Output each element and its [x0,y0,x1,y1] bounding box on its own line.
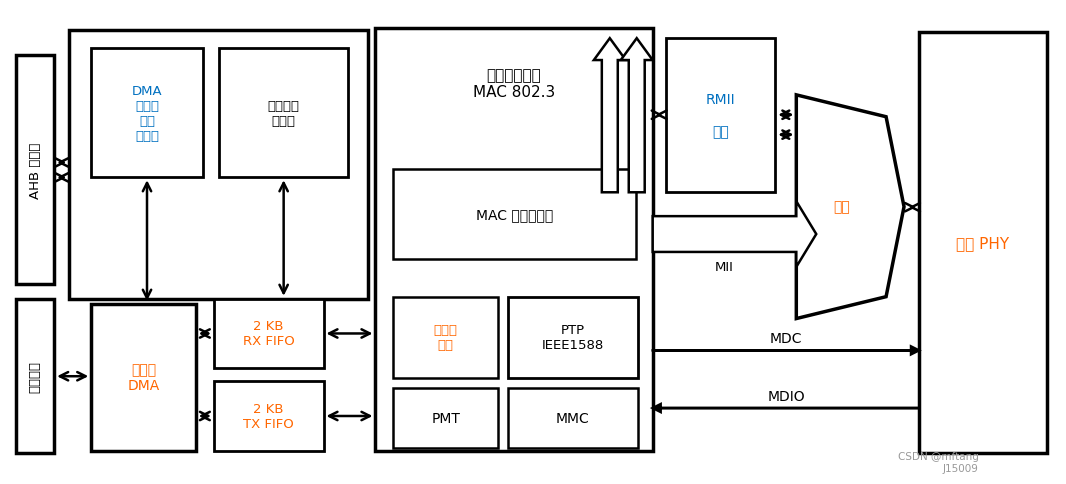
Polygon shape [620,39,652,193]
Text: 总线矩阵: 总线矩阵 [29,360,42,392]
Bar [508,297,637,378]
Bar [92,304,196,451]
Text: 以太网
DMA: 以太网 DMA [128,363,160,393]
Text: J15009: J15009 [943,463,979,473]
Text: MDIO: MDIO [768,389,805,403]
Bar [214,381,324,451]
Bar [92,49,203,178]
Text: CSDN @mftang: CSDN @mftang [898,451,979,461]
Text: AHB 从接口: AHB 从接口 [29,142,42,198]
Polygon shape [796,96,904,319]
Bar [219,49,349,178]
Bar [16,299,54,453]
Bar [16,56,54,284]
Bar [919,33,1047,453]
Text: MDC: MDC [770,332,803,346]
Polygon shape [652,202,817,267]
Text: 介质访问控制
MAC 802.3: 介质访问控制 MAC 802.3 [473,68,555,100]
Bar [375,29,652,451]
Text: 2 KB
TX FIFO: 2 KB TX FIFO [243,402,294,430]
Polygon shape [594,39,626,193]
Bar [665,39,775,193]
FancyArrow shape [652,347,919,355]
Text: 校验和
减荷: 校验和 减荷 [434,324,457,352]
Text: MII: MII [715,261,733,274]
Bar [393,388,498,448]
Text: DMA
控制与
状态
寄存器: DMA 控制与 状态 寄存器 [132,85,162,142]
Text: 2 KB
RX FIFO: 2 KB RX FIFO [243,320,294,348]
FancyArrow shape [652,404,919,412]
Text: 外部 PHY: 外部 PHY [956,236,1010,251]
Bar [393,170,635,259]
Text: MMC: MMC [556,411,589,425]
Text: RMII

接口: RMII 接口 [706,93,736,139]
Bar [69,31,369,299]
Text: MAC 控制寄存器: MAC 控制寄存器 [475,208,553,222]
Bar [214,299,324,368]
Bar [508,388,637,448]
Text: PMT: PMT [432,411,461,425]
Text: 选择: 选择 [833,200,850,214]
Bar [393,297,498,378]
Text: PTP
IEEE1588: PTP IEEE1588 [542,324,604,352]
Text: 工作模式
寄存器: 工作模式 寄存器 [268,100,300,127]
